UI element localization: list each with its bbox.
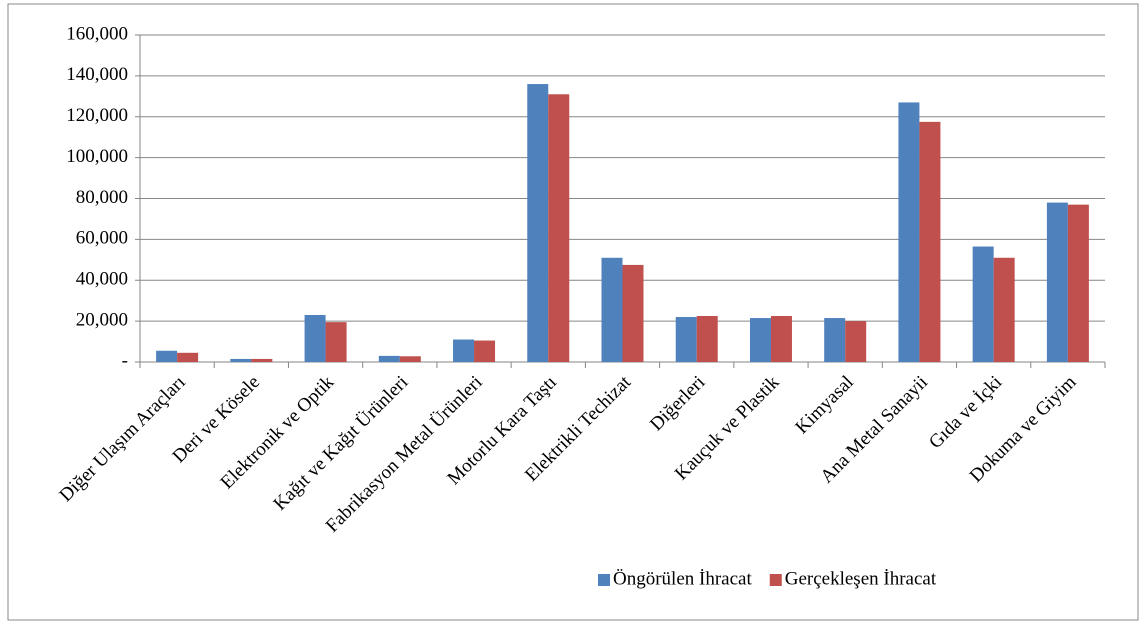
y-tick-label: 40,000 — [76, 269, 128, 290]
y-tick-label: 20,000 — [76, 309, 128, 330]
bar — [251, 358, 273, 362]
bar — [304, 314, 326, 362]
bar — [622, 264, 644, 362]
legend-label: Gerçekleşen İhracat — [785, 568, 937, 589]
bar — [453, 339, 475, 362]
bar — [548, 94, 570, 363]
y-tick-label: 160,000 — [66, 23, 128, 44]
legend-swatch — [769, 574, 782, 586]
legend-swatch — [598, 574, 610, 586]
bar — [325, 322, 347, 362]
bar — [1067, 204, 1089, 362]
bar — [601, 257, 623, 362]
bar — [527, 84, 549, 363]
bar — [378, 355, 400, 362]
bar — [474, 340, 496, 362]
bar — [177, 352, 199, 362]
legend-label: Öngörülen İhracat — [613, 568, 752, 589]
bar — [1046, 202, 1068, 362]
y-tick-label: 100,000 — [66, 146, 128, 167]
bar — [156, 350, 178, 362]
bar — [972, 246, 994, 362]
y-tick-label: 60,000 — [76, 228, 128, 249]
bar — [824, 318, 846, 362]
bar — [675, 317, 697, 362]
bar — [993, 257, 1015, 362]
chart-border — [7, 3, 1139, 621]
bar — [845, 321, 867, 362]
y-tick-label: - — [122, 350, 128, 371]
bar — [919, 121, 941, 362]
bar — [770, 316, 792, 362]
y-tick-label: 80,000 — [76, 187, 128, 208]
bar — [749, 318, 771, 362]
bar — [696, 316, 718, 362]
y-tick-label: 140,000 — [66, 64, 128, 85]
y-tick-label: 120,000 — [66, 105, 128, 126]
bar — [898, 102, 920, 362]
bar — [399, 356, 421, 362]
bar — [230, 358, 252, 362]
